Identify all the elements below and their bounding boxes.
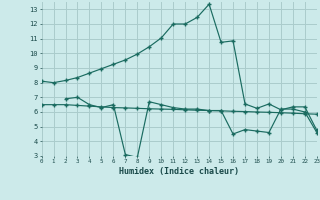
- X-axis label: Humidex (Indice chaleur): Humidex (Indice chaleur): [119, 167, 239, 176]
